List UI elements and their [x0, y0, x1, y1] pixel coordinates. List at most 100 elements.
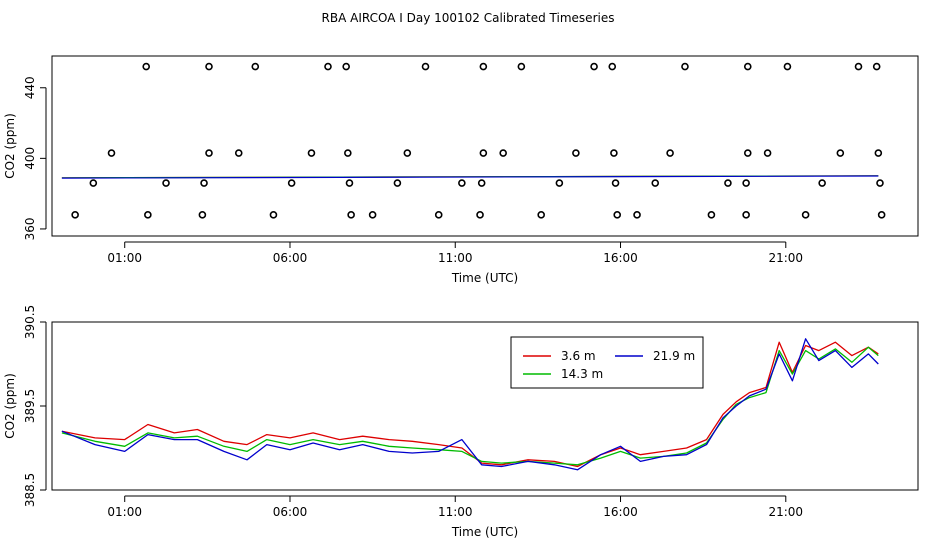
panel0-x-tick-label: 06:00	[273, 251, 308, 265]
panel0-data-point	[874, 149, 883, 157]
panel0-data-point	[368, 211, 377, 219]
panel0-data-point	[681, 62, 689, 71]
panel0-data-point	[144, 211, 152, 219]
panel1-legend-label: 14.3 m	[561, 367, 603, 381]
panel0-data-point	[234, 149, 243, 157]
panel0-data-point	[434, 211, 443, 219]
panel1-legend-box	[510, 336, 704, 389]
panel0-data-point	[342, 62, 350, 71]
panel0-data-point	[200, 179, 208, 187]
panel0-data-point	[347, 211, 355, 219]
panel0-data-point	[479, 149, 488, 157]
panel0-data-point	[633, 211, 641, 219]
panel0-data-point	[724, 179, 732, 187]
panel0-y-tick-label: 440	[23, 76, 37, 99]
panel0-x-tick-label: 11:00	[438, 251, 473, 265]
panel0-y-axis: 360 400 440	[23, 76, 47, 240]
panel0-data-point	[611, 179, 620, 187]
panel0-data-point	[421, 62, 430, 71]
panel0-data-point	[344, 149, 352, 157]
panel1-y-tick-label: 390.5	[23, 305, 37, 339]
panel0-data-point	[555, 179, 564, 187]
panel1-y-axis-title: CO2 (ppm)	[3, 373, 17, 439]
panel0-data-point	[537, 211, 545, 219]
panel0-plot-frame	[51, 55, 919, 237]
panel0-data-point	[345, 179, 354, 187]
panel0-data-point	[307, 149, 316, 157]
panel0-data-point	[251, 62, 260, 71]
panel1-series-line-3-6-m	[61, 341, 879, 468]
panel0-y-tick-label: 360	[23, 217, 37, 240]
panel0-data-point	[590, 62, 598, 71]
panel0-data-point	[198, 211, 207, 219]
main-title: RBA AIRCOA I Day 100102 Calibrated Times…	[322, 11, 615, 25]
panel0-x-tick-label: 21:00	[768, 251, 803, 265]
panel0-data-point	[477, 179, 486, 187]
panel1-x-tick-label: 01:00	[107, 505, 142, 519]
panel0-data-point	[742, 211, 750, 219]
panel0-data-point	[707, 211, 716, 219]
panel0-x-tick-label: 16:00	[603, 251, 638, 265]
panel0-data-point	[89, 179, 98, 187]
panel0-data-point	[517, 62, 526, 71]
panel0-data-point	[499, 149, 507, 157]
panel1-x-tick-label: 16:00	[603, 505, 638, 519]
panel0-data-point	[613, 211, 622, 219]
panel0-data-point	[162, 179, 170, 187]
panel0-data-point	[783, 62, 792, 71]
panel0-data-point	[872, 62, 881, 71]
panel0-data-point	[876, 179, 884, 187]
panel1-y-tick-label: 389.5	[23, 389, 37, 423]
panel0-y-axis-title: CO2 (ppm)	[3, 113, 17, 179]
bottom-chart-panel: 01:00 06:00 11:00 16:00 21:00 Time (UTC) 388.5…	[3, 305, 919, 539]
panel0-data-point	[269, 211, 278, 219]
panel1-plot-frame	[51, 321, 919, 491]
panel1-x-axis: 01:00 06:00 11:00 16:00 21:00	[107, 495, 803, 519]
panel1-y-axis: 388.5 389.5 390.5	[23, 305, 47, 507]
panel0-data-point	[393, 179, 402, 187]
panel0-data-point	[743, 149, 752, 157]
panel0-x-axis-title: Time (UTC)	[451, 271, 518, 285]
panel0-data-point	[142, 62, 151, 71]
panel1-x-axis-title: Time (UTC)	[451, 525, 518, 539]
top-chart-panel: 01:00 06:00 11:00 16:00 21:00 Time (UTC) 360 40…	[3, 55, 919, 285]
panel0-data-point	[205, 149, 213, 157]
panel0-data-point	[608, 62, 617, 71]
panel0-series-line	[61, 175, 879, 179]
panel0-data-point	[107, 149, 116, 157]
panel0-data-point	[666, 149, 674, 157]
panel1-y-tick-label: 388.5	[23, 473, 37, 507]
panel1-legend: 3.6 m 21.9 m 14.3 m	[510, 336, 704, 389]
panel1-series-line-14-3-m	[61, 346, 879, 466]
panel0-data-point	[476, 211, 484, 219]
panel0-data-point	[818, 179, 826, 187]
panel0-data-point	[572, 149, 580, 157]
panel0-data-point	[742, 179, 750, 187]
panel0-data-point	[205, 62, 213, 71]
panel0-series-raw-samples	[71, 62, 886, 219]
panel1-x-tick-label: 21:00	[768, 505, 803, 519]
panel0-data-point	[836, 149, 845, 157]
panel0-data-point	[801, 211, 810, 219]
panel0-y-tick-label: 400	[23, 147, 37, 170]
panel0-data-point	[324, 62, 332, 71]
panel0-data-point	[479, 62, 488, 71]
panel0-data-point	[403, 149, 412, 157]
panel0-data-point	[763, 149, 772, 157]
panel0-data-point	[458, 179, 466, 187]
panel1-legend-label: 3.6 m	[561, 349, 596, 363]
panel0-data-point	[651, 179, 660, 187]
panel0-x-axis: 01:00 06:00 11:00 16:00 21:00	[107, 241, 803, 265]
panel1-series-line-21-9-m	[61, 338, 879, 471]
panel0-x-tick-label: 01:00	[107, 251, 142, 265]
panel1-x-tick-label: 11:00	[438, 505, 473, 519]
panel0-data-point	[610, 149, 618, 157]
panel0-data-point	[287, 179, 296, 187]
panel0-data-point	[877, 211, 886, 219]
panel0-series-21.9-m	[61, 175, 879, 179]
panel1-x-tick-label: 06:00	[273, 505, 308, 519]
panel0-data-point	[71, 211, 79, 219]
panel1-legend-label: 21.9 m	[653, 349, 695, 363]
panel0-data-point	[854, 62, 863, 71]
